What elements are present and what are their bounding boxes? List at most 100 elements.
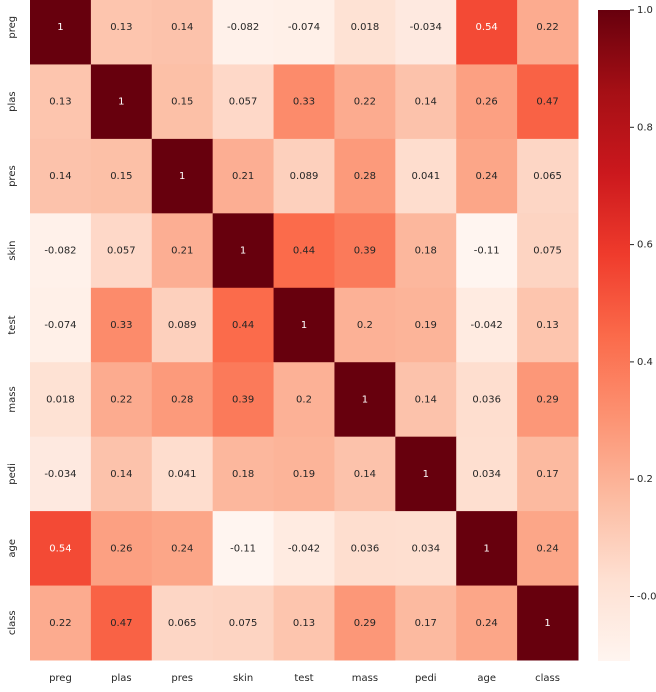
- cell-label: -0.074: [44, 320, 76, 331]
- heatmap-cell: [273, 511, 335, 587]
- heatmap-cell: [517, 0, 579, 65]
- heatmap-cell: [151, 511, 214, 587]
- heatmap-cell: [212, 362, 275, 438]
- x-tick-label: preg: [49, 673, 72, 684]
- cell-label: 0.041: [168, 469, 197, 480]
- heatmap-cell: [517, 213, 579, 289]
- cell-label: 0.39: [354, 246, 376, 257]
- cell-label: 0.036: [351, 543, 380, 554]
- cell-label: 0.14: [415, 394, 437, 405]
- cell-label: 0.28: [354, 171, 376, 182]
- heatmap-cell: [151, 362, 214, 438]
- colorbar-tick-label: -0.0: [637, 591, 656, 602]
- cell-label: -0.11: [230, 543, 256, 554]
- heatmap-cell: [395, 138, 457, 214]
- cell-label: 0.22: [49, 618, 71, 629]
- heatmap-cell: [395, 64, 457, 140]
- heatmap-cell: [456, 64, 518, 140]
- cell-label: -0.034: [44, 469, 76, 480]
- cell-label: 0.15: [171, 97, 193, 108]
- heatmap-cell: [395, 585, 457, 661]
- cell-label: 0.29: [536, 394, 558, 405]
- heatmap-cell: [334, 362, 396, 438]
- cell-label: 0.21: [232, 171, 254, 182]
- x-tick-label: class: [535, 673, 560, 684]
- heatmap-cell: [517, 511, 579, 587]
- cell-label: 0.54: [49, 543, 71, 554]
- cell-label: 0.47: [536, 97, 558, 108]
- heatmap-cell: [30, 362, 92, 438]
- cell-label: -0.042: [288, 543, 320, 554]
- colorbar-tick-label: 0.2: [637, 474, 653, 485]
- heatmap-cell: [395, 511, 457, 587]
- cell-label: 0.44: [293, 246, 315, 257]
- x-tick-label: pedi: [415, 673, 437, 684]
- cell-label: -0.11: [474, 246, 500, 257]
- cell-label: 1: [57, 22, 63, 33]
- heatmap-cell: [90, 362, 153, 438]
- heatmap-cell: [456, 436, 518, 512]
- heatmap-cell: [334, 511, 396, 587]
- x-tick-label: skin: [233, 673, 253, 684]
- heatmap-cell: [395, 213, 457, 289]
- cell-label: 1: [301, 320, 307, 331]
- heatmap-cell: [212, 0, 275, 65]
- cell-label: 1: [118, 97, 124, 108]
- x-tick-label: age: [477, 673, 496, 684]
- heatmap-cell: [151, 287, 214, 363]
- heatmap-cell: [273, 585, 335, 661]
- heatmap-cell: [517, 585, 579, 661]
- cell-label: 0.28: [171, 394, 193, 405]
- y-tick-label: preg: [7, 16, 18, 39]
- y-tick-label: plas: [7, 91, 18, 111]
- heatmap-cell: [30, 511, 92, 587]
- cell-label: 0.14: [49, 171, 71, 182]
- heatmap-cell: [517, 64, 579, 140]
- heatmap-cell: [273, 213, 335, 289]
- heatmap-cell: [273, 436, 335, 512]
- heatmap-cell: [456, 213, 518, 289]
- heatmap-cell: [30, 64, 92, 140]
- heatmap-cell: [334, 0, 396, 65]
- y-tick-label: skin: [7, 240, 18, 260]
- heatmap-cell: [334, 287, 396, 363]
- cell-label: 0.057: [229, 97, 258, 108]
- cell-label: 0.18: [415, 246, 437, 257]
- heatmap-cell: [90, 0, 153, 65]
- heatmap-cell: [273, 138, 335, 214]
- cell-label: 0.44: [232, 320, 254, 331]
- colorbar-tick-label: 0.8: [637, 122, 653, 133]
- heatmap-cell: [273, 0, 335, 65]
- cell-label: 1: [483, 543, 489, 554]
- heatmap-cell: [151, 436, 214, 512]
- heatmap-cell: [151, 213, 214, 289]
- y-tick-label: age: [7, 539, 18, 558]
- cell-label: 0.041: [411, 171, 440, 182]
- heatmap-cell: [273, 64, 335, 140]
- heatmap-cell: [30, 436, 92, 512]
- cell-label: 0.19: [415, 320, 437, 331]
- heatmap-cell: [334, 138, 396, 214]
- heatmap-cell: [334, 585, 396, 661]
- cell-label: 0.39: [232, 394, 254, 405]
- heatmap-cell: [212, 213, 275, 289]
- heatmap-cell: [395, 0, 457, 65]
- cell-label: 1: [362, 394, 368, 405]
- heatmap-cell: [90, 64, 153, 140]
- heatmap-cell: [90, 511, 153, 587]
- cell-label: 0.14: [354, 469, 376, 480]
- cell-label: 0.2: [357, 320, 373, 331]
- cell-label: 0.089: [168, 320, 197, 331]
- heatmap-cell: [456, 585, 518, 661]
- cell-label: -0.074: [288, 22, 320, 33]
- heatmap-cell: [212, 511, 275, 587]
- heatmap-cell: [334, 436, 396, 512]
- cell-label: 0.19: [293, 469, 315, 480]
- cell-label: 0.54: [476, 22, 498, 33]
- cell-label: 0.14: [415, 97, 437, 108]
- cell-label: 1: [240, 246, 246, 257]
- heatmap-cell: [273, 362, 335, 438]
- heatmap-cell: [30, 585, 92, 661]
- x-tick-label: pres: [171, 673, 193, 684]
- cell-label: 0.47: [110, 618, 132, 629]
